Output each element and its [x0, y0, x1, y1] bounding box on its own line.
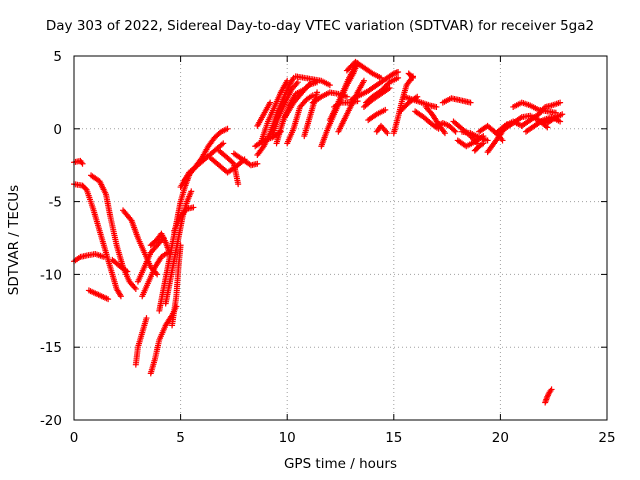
- plot-border: [73, 55, 608, 421]
- x-tick-label: 15: [385, 430, 402, 446]
- data-point: [414, 93, 421, 100]
- data-point: [220, 140, 227, 147]
- data-point: [548, 386, 555, 393]
- data-point: [224, 125, 231, 132]
- x-tick-label: 5: [176, 430, 185, 446]
- data-point: [382, 106, 389, 113]
- x-tick-label: 0: [70, 430, 79, 446]
- y-tick-label: 0: [53, 122, 62, 138]
- data-point: [360, 77, 367, 84]
- chart-title: Day 303 of 2022, Sidereal Day-to-day VTE…: [45, 18, 595, 34]
- data-point: [326, 82, 333, 89]
- data-point: [395, 74, 402, 81]
- data-point: [557, 99, 564, 106]
- data-point: [124, 268, 131, 275]
- data-point: [467, 99, 474, 106]
- y-axis-label: SDTVAR / TECUs: [6, 184, 22, 296]
- data-point: [132, 285, 139, 292]
- data-point: [235, 181, 242, 188]
- data-point: [294, 79, 301, 86]
- x-tick-label: 20: [492, 430, 509, 446]
- y-tick-label: -20: [40, 413, 62, 429]
- y-tick-label: -15: [40, 340, 62, 356]
- x-axis-label: GPS time / hours: [283, 456, 398, 472]
- data-point: [117, 293, 124, 300]
- data-point: [408, 73, 415, 80]
- data-point: [254, 160, 261, 167]
- data-point: [480, 140, 487, 147]
- data-point: [229, 159, 236, 166]
- x-tick-label: 25: [598, 430, 615, 446]
- y-tick-label: -10: [40, 267, 62, 283]
- data-point: [188, 188, 195, 195]
- data-point: [452, 128, 459, 135]
- data-point: [284, 77, 291, 84]
- data-point: [190, 204, 197, 211]
- data-point: [433, 103, 440, 110]
- data-point: [79, 160, 86, 167]
- data-point: [395, 69, 402, 76]
- data-point: [559, 111, 566, 118]
- data-point: [314, 89, 321, 96]
- data-point: [484, 137, 491, 144]
- data-point: [441, 130, 448, 137]
- data-point: [100, 253, 107, 260]
- data-point: [343, 93, 350, 100]
- data-point: [143, 315, 150, 322]
- data-point: [105, 296, 112, 303]
- x-tick-label: 10: [279, 430, 296, 446]
- data-point: [267, 99, 274, 106]
- data-point: [451, 127, 458, 134]
- data-point: [154, 271, 161, 278]
- data-point: [177, 242, 184, 249]
- y-tick-label: -5: [49, 195, 62, 211]
- data-point: [499, 137, 506, 144]
- data-point: [409, 74, 416, 81]
- data-point: [384, 130, 391, 137]
- data-point: [557, 118, 564, 125]
- data-point: [386, 85, 393, 92]
- y-tick-label: 5: [53, 49, 62, 65]
